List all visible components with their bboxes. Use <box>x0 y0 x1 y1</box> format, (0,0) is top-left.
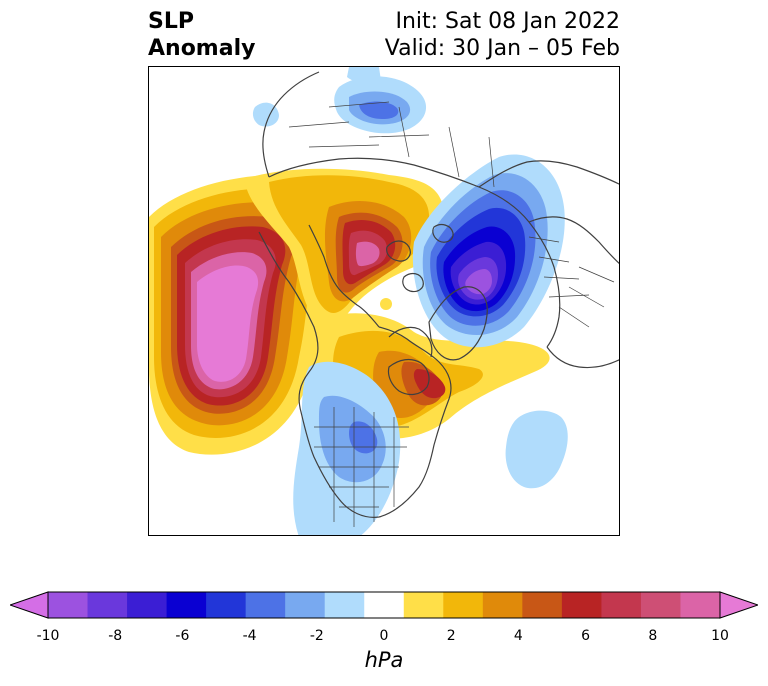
init-date: Init: Sat 08 Jan 2022 <box>395 9 620 34</box>
colorbar-unit: hPa <box>364 648 404 672</box>
valid-period: Valid: 30 Jan – 05 Feb <box>384 36 620 61</box>
colorbar-extend-min <box>10 591 49 619</box>
colorbar-tick-label: -2 <box>309 628 324 644</box>
colorbar-tick-label: 2 <box>446 628 456 644</box>
colorbar-segment <box>364 592 405 618</box>
colorbar-segment <box>680 592 721 618</box>
barents-low-anomaly <box>412 154 565 348</box>
colorbar-tick-label: 4 <box>513 628 523 644</box>
colorbar-segment <box>245 592 286 618</box>
colorbar-segment <box>127 592 168 618</box>
anomaly-map <box>148 66 620 536</box>
colorbar <box>10 591 758 619</box>
colorbar-segment <box>206 592 247 618</box>
colorbar-segment <box>561 592 602 618</box>
us-low-anomaly <box>293 361 401 535</box>
colorbar-segment <box>285 592 326 618</box>
colorbar-tick-label: -8 <box>108 628 123 644</box>
coastlines <box>258 71 619 527</box>
map-title-right: Init: Sat 08 Jan 2022 Valid: 30 Jan – 05… <box>385 8 620 62</box>
colorbar-tick-label: -6 <box>175 628 190 644</box>
colorbar-segment <box>48 592 89 618</box>
colorbar-outline <box>47 591 721 619</box>
asia-low-anomaly <box>252 67 427 134</box>
colorbar-tick-label: 0 <box>379 628 389 644</box>
colorbar-segment <box>87 592 128 618</box>
colorbar-segment <box>443 592 484 618</box>
colorbar-segment <box>324 592 365 618</box>
colorbar-segment <box>482 592 523 618</box>
colorbar-tick-label: -10 <box>36 628 60 644</box>
colorbar-segment <box>640 592 681 618</box>
title-field: Anomaly <box>148 36 256 61</box>
colorbar-tick-label: 8 <box>648 628 658 644</box>
title-variable: SLP <box>148 9 194 34</box>
pacific-high-anomaly <box>149 174 341 455</box>
colorbar-segments <box>10 591 758 619</box>
map-title-left: SLP Anomaly <box>148 8 255 62</box>
arctic-high-anomaly <box>244 168 444 326</box>
colorbar-tick-label: 6 <box>581 628 591 644</box>
colorbar-segment <box>601 592 642 618</box>
atlantic-low-anomaly <box>505 410 568 489</box>
colorbar-tick-label: -4 <box>242 628 257 644</box>
colorbar-segment <box>403 592 444 618</box>
colorbar-extend-max <box>719 591 758 619</box>
colorbar-tick-label: 10 <box>711 628 729 644</box>
colorbar-segment <box>522 592 563 618</box>
colorbar-segment <box>166 592 207 618</box>
